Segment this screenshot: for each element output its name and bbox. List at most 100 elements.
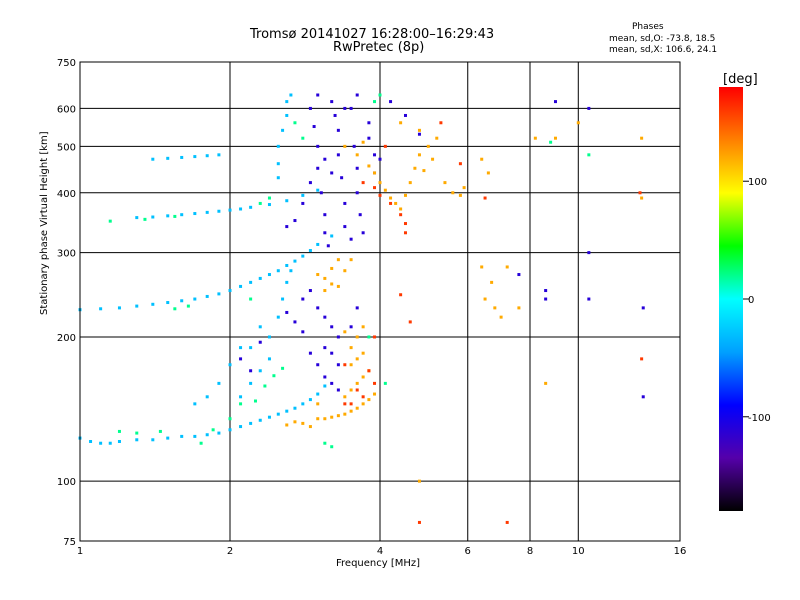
data-point [417,153,421,157]
data-point [549,140,553,144]
y-tick-label: 100 [57,477,76,488]
data-point [336,388,340,392]
x-tick-label: 10 [572,546,585,557]
data-point [301,330,305,334]
data-point [316,93,320,97]
data-point [483,297,487,301]
data-point [378,157,382,161]
data-point [289,93,293,97]
data-point [285,423,289,427]
colorbar-label: [deg] [723,72,758,87]
data-point [308,289,312,293]
data-point [403,113,407,117]
data-point [108,219,112,223]
data-point [408,181,412,185]
phases-x-stats: mean, sd,X: 106.6, 24.1 [609,45,718,55]
data-point [439,121,443,125]
data-point [403,231,407,235]
y-axis-label: Stationary phase Virtual Height [km] [39,131,50,315]
data-point [367,136,371,140]
data-point [383,144,387,148]
data-point [403,193,407,197]
data-point [378,93,382,97]
data-point [263,384,267,388]
data-point [323,346,327,350]
data-point [276,412,280,416]
data-point [316,188,320,192]
data-point [413,166,417,170]
data-point [239,425,243,429]
data-point [217,431,221,435]
data-point [267,335,271,339]
data-point [330,234,334,238]
data-point [640,357,644,361]
data-point [330,325,334,329]
data-point [151,157,155,161]
data-point [349,388,353,392]
data-point [343,330,347,334]
data-point [285,280,289,284]
data-point [117,306,121,310]
data-point [239,346,243,350]
data-point [135,438,139,442]
data-point [361,325,365,329]
data-point [517,273,521,277]
data-point [399,207,403,211]
data-point [135,431,139,435]
colorbar-ticks: 100 0 -100 [743,177,771,424]
data-point [180,213,184,217]
data-point [333,113,337,117]
data-point [336,414,340,418]
data-point [330,266,334,270]
y-tick-labels: 75 100 200 300 400 500 600 750 [57,58,76,548]
data-point [480,265,484,269]
data-point [228,428,232,432]
data-point [576,121,580,125]
data-point [239,207,243,211]
data-point [399,213,403,217]
x-tick-label: 16 [674,546,687,557]
data-point [253,399,257,403]
data-point [239,395,243,399]
data-point [180,155,184,159]
x-tick-label: 2 [227,546,233,557]
data-point [373,171,377,175]
data-point [505,265,509,269]
data-point [217,292,221,296]
data-point [326,244,330,248]
data-point [258,276,262,280]
chart-subtitle: RwPretec (8p) [333,40,425,55]
data-point [367,164,371,168]
data-point [143,217,147,221]
data-point [373,335,377,339]
data-point [355,153,359,157]
data-point [641,306,645,310]
data-point [426,144,430,148]
data-point [323,375,327,379]
data-point [285,263,289,267]
data-point [336,335,340,339]
data-point [186,304,190,308]
data-point [308,425,312,429]
data-point [249,369,253,373]
x-axis-label: Frequency [MHz] [336,558,421,569]
data-point [330,381,334,385]
data-point [308,106,312,110]
data-point [358,213,362,217]
data-point [166,214,170,218]
data-points [78,93,645,524]
data-point [166,156,170,160]
data-point [349,346,353,350]
data-point [330,351,334,355]
y-tick-label: 75 [63,537,76,548]
data-point [193,402,197,406]
data-point [355,357,359,361]
data-point [267,203,271,207]
data-point [399,293,403,297]
data-point [493,306,497,310]
data-point [308,398,312,402]
data-point [323,417,327,421]
data-point [638,191,642,195]
x-tick-label: 1 [77,546,83,557]
